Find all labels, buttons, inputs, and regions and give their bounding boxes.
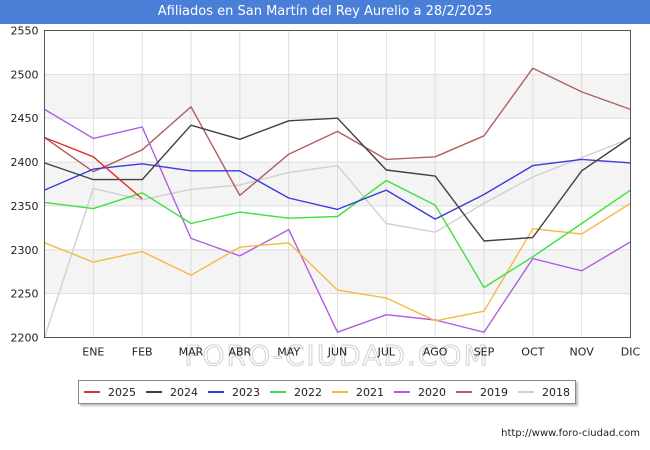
- legend-item-2019: 2019: [456, 386, 508, 399]
- legend-label: 2023: [232, 385, 260, 399]
- legend-swatch: [84, 391, 100, 393]
- source-url: http://www.foro-ciudad.com: [501, 428, 640, 439]
- chart-title: Afiliados en San Martín del Rey Aurelio …: [0, 0, 650, 24]
- x-tick-label: ENE: [82, 346, 104, 359]
- x-tick-label: MAY: [277, 346, 300, 359]
- legend-swatch: [394, 391, 410, 393]
- y-tick-label: 2350: [11, 200, 39, 213]
- legend-swatch: [456, 391, 472, 393]
- legend-label: 2019: [480, 385, 508, 399]
- y-tick-label: 2200: [11, 332, 39, 345]
- x-axis-ticks: ENE FEB MAR ABR MAY JUN JUL AGO SEP OCT NOV DIC: [82, 346, 640, 359]
- legend-item-2023: 2023: [208, 386, 260, 399]
- series-line-2021: [44, 202, 631, 322]
- y-tick-label: 2500: [11, 68, 39, 81]
- legend-item-2020: 2020: [394, 386, 446, 399]
- series-lines: [43, 67, 631, 338]
- y-tick-label: 2300: [11, 244, 39, 257]
- x-tick-label: AGO: [423, 346, 448, 359]
- series-line-2020: [44, 108, 631, 333]
- watermark: FORO-CIUDAD.COM: [184, 339, 489, 372]
- legend-swatch: [518, 391, 534, 393]
- y-tick-label: 2550: [11, 25, 39, 38]
- series-line-2023: [44, 158, 631, 220]
- legend-swatch: [208, 391, 224, 393]
- legend-item-2018: 2018: [518, 386, 570, 399]
- legend-label: 2024: [170, 385, 198, 399]
- series-line-2025: [44, 136, 143, 200]
- legend-swatch: [332, 391, 348, 393]
- legend-label: 2020: [418, 385, 446, 399]
- plot-frame: [44, 30, 631, 338]
- x-tick-label: DIC: [621, 346, 641, 359]
- y-tick-label: 2400: [11, 156, 39, 169]
- legend-item-2024: 2024: [146, 386, 198, 399]
- legend-label: 2021: [356, 385, 384, 399]
- y-axis-ticks: 2200 2250 2300 2350 2400 2450 2500 2550: [11, 25, 39, 345]
- legend-label: 2025: [108, 385, 136, 399]
- x-tick-label: MAR: [179, 346, 204, 359]
- legend-swatch: [146, 391, 162, 393]
- series-line-2018: [43, 137, 631, 338]
- legend-label: 2018: [542, 385, 570, 399]
- line-chart: FORO-CIUDAD.COM 2200 2250 2300 2350 2400 2450…: [11, 25, 641, 373]
- y-tick-label: 2450: [11, 112, 39, 125]
- x-tick-label: FEB: [132, 346, 153, 359]
- x-tick-label: ABR: [228, 346, 251, 359]
- series-line-2024: [44, 117, 631, 242]
- x-tick-label: OCT: [521, 346, 544, 359]
- series-line-2022: [44, 179, 631, 289]
- legend-swatch: [270, 391, 286, 393]
- legend-label: 2022: [294, 385, 322, 399]
- x-tick-label: JUN: [327, 346, 348, 359]
- series-line-2019: [44, 67, 631, 197]
- legend-item-2022: 2022: [270, 386, 322, 399]
- x-tick-label: NOV: [570, 346, 595, 359]
- legend-item-2021: 2021: [332, 386, 384, 399]
- x-tick-label: JUL: [377, 346, 396, 359]
- y-tick-label: 2250: [11, 288, 39, 301]
- legend-item-2025: 2025: [84, 386, 136, 399]
- legend: 2025 2024 2023 2022 2021 2020 2019 2018: [78, 380, 576, 404]
- x-tick-label: SEP: [474, 346, 495, 359]
